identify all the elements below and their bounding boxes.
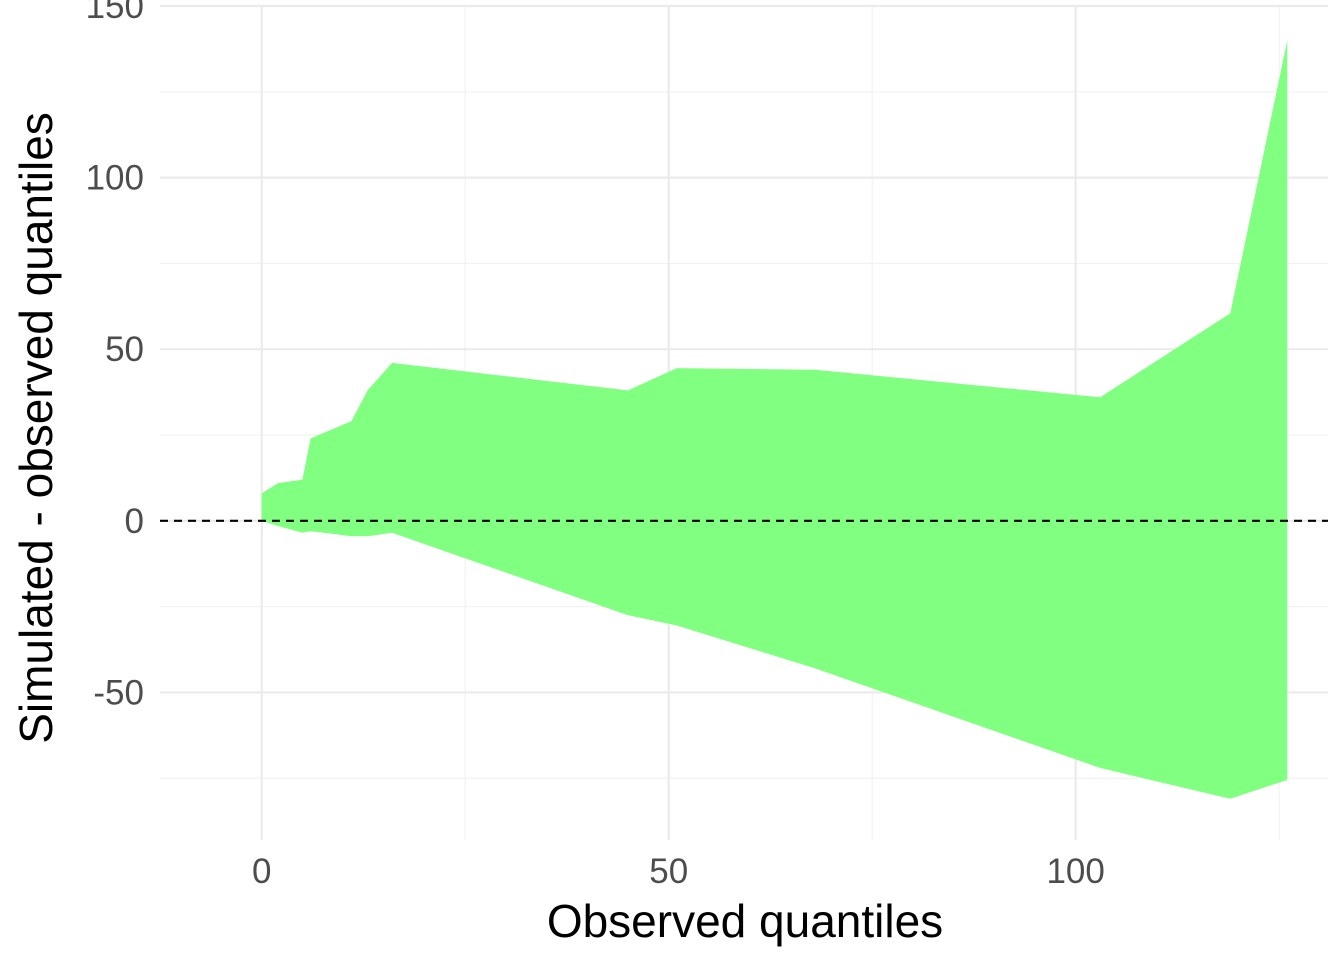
y-tick-label: 50 [105, 330, 144, 369]
ribbon-area [261, 40, 1288, 799]
series-layer [261, 40, 1288, 799]
x-tick-label: 50 [649, 852, 688, 891]
y-tick-label: 100 [86, 159, 144, 198]
x-tick-labels: 0 50 100 [252, 852, 1105, 891]
y-tick-label: 0 [125, 502, 144, 541]
y-tick-labels: -50 0 50 100 150 [86, 0, 144, 712]
y-tick-label: 150 [86, 0, 144, 26]
y-tick-label: -50 [93, 673, 144, 712]
x-tick-label: 100 [1046, 852, 1104, 891]
x-axis-title: Observed quantiles [547, 895, 943, 947]
y-axis-title: Simulated - observed quantiles [10, 112, 62, 744]
x-tick-label: 0 [252, 852, 271, 891]
